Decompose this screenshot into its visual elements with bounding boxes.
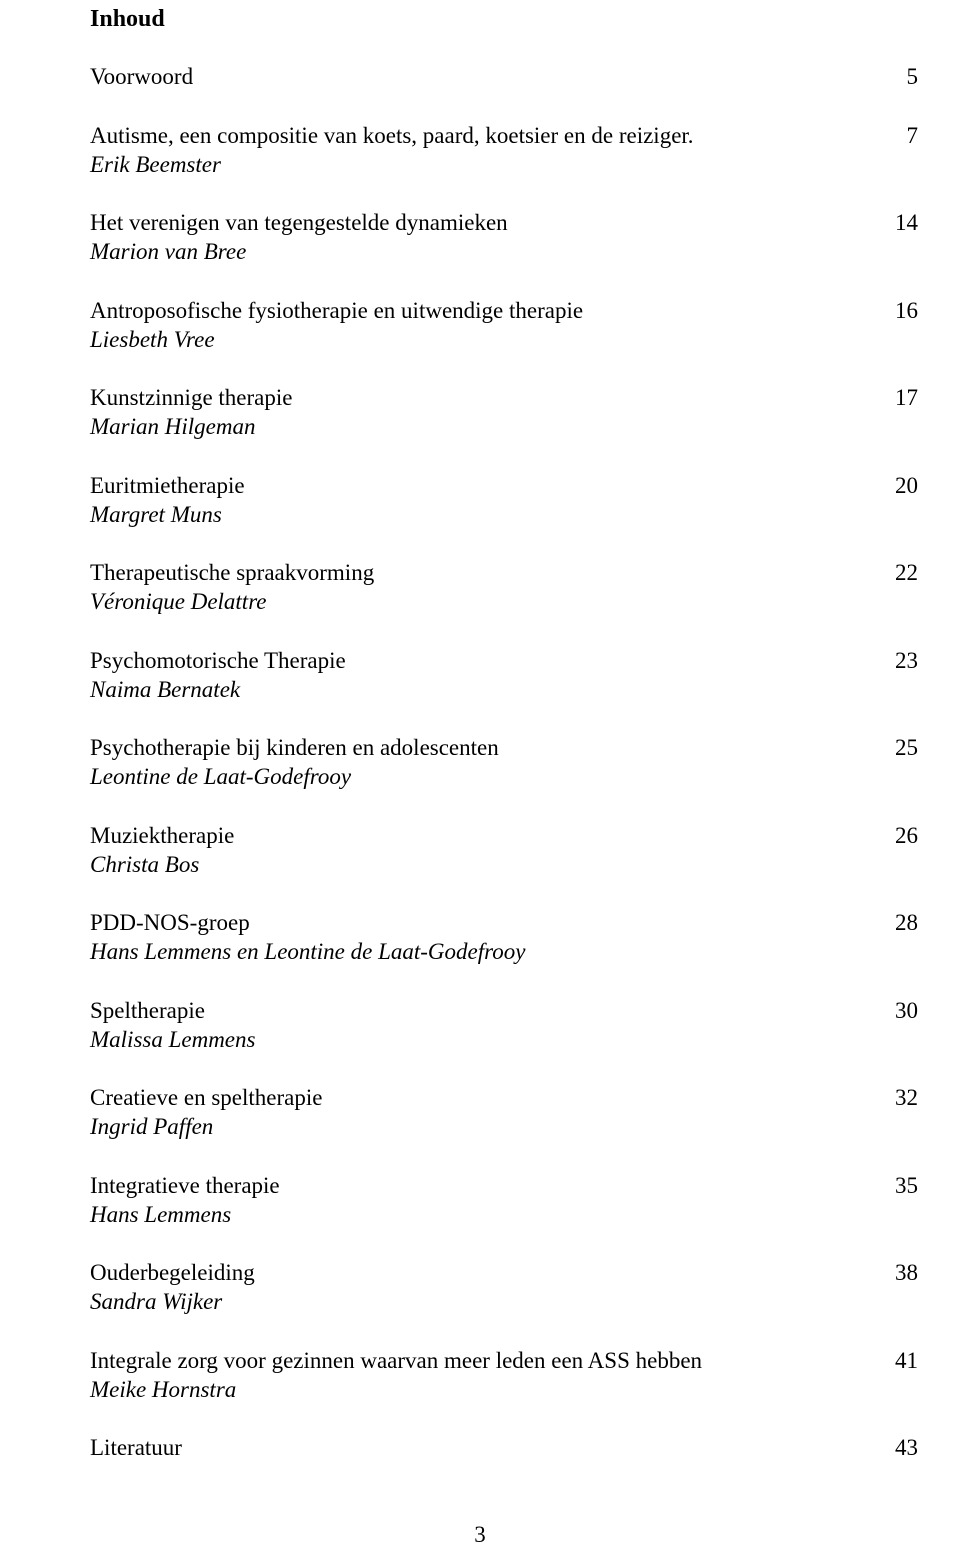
toc-entry-title: Antroposofische fysiotherapie en uitwend… <box>90 297 880 326</box>
toc-entry-title: Integrale zorg voor gezinnen waarvan mee… <box>90 1347 880 1376</box>
toc-entry: Antroposofische fysiotherapie en uitwend… <box>90 297 918 326</box>
toc-entry-page: 30 <box>880 997 918 1026</box>
toc-entry: Muziektherapie26 <box>90 822 918 851</box>
toc-entry-page: 22 <box>880 559 918 588</box>
toc-entry-page: 32 <box>880 1084 918 1113</box>
toc-entry-title: Psychomotorische Therapie <box>90 647 880 676</box>
toc-entry-author: Meike Hornstra <box>90 1376 918 1405</box>
toc-entry-page: 5 <box>880 63 918 92</box>
toc-entry-title: Creatieve en speltherapie <box>90 1084 880 1113</box>
toc-entry-page: 41 <box>880 1347 918 1376</box>
toc-entry-page: 16 <box>880 297 918 326</box>
toc-entry-author: Naima Bernatek <box>90 676 918 705</box>
toc-entry-page: 43 <box>880 1434 918 1463</box>
toc-heading: Inhoud <box>90 6 918 33</box>
toc-entry-title: Euritmietherapie <box>90 472 880 501</box>
toc-entry-author: Hans Lemmens en Leontine de Laat-Godefro… <box>90 938 918 967</box>
toc-entry-author: Ingrid Paffen <box>90 1113 918 1142</box>
toc-entry-author: Hans Lemmens <box>90 1201 918 1230</box>
toc-entry-title: Ouderbegeleiding <box>90 1259 880 1288</box>
toc-entry-author: Erik Beemster <box>90 151 918 180</box>
toc-entry: PDD-NOS-groep28 <box>90 909 918 938</box>
page-number: 3 <box>0 1522 960 1548</box>
toc-entry-author: Leontine de Laat-Godefrooy <box>90 763 918 792</box>
toc-entry-title: Literatuur <box>90 1434 880 1463</box>
toc-entry: Het verenigen van tegengestelde dynamiek… <box>90 209 918 238</box>
toc-entry-page: 20 <box>880 472 918 501</box>
toc-entry-title: Integratieve therapie <box>90 1172 880 1201</box>
toc-entry: Speltherapie30 <box>90 997 918 1026</box>
toc-entry-title: Voorwoord <box>90 63 880 92</box>
toc-entry-author: Malissa Lemmens <box>90 1026 918 1055</box>
toc-entry: Psychomotorische Therapie23 <box>90 647 918 676</box>
toc-entry: Euritmietherapie20 <box>90 472 918 501</box>
toc-entry: Psychotherapie bij kinderen en adolescen… <box>90 734 918 763</box>
toc-entry-title: Kunstzinnige therapie <box>90 384 880 413</box>
toc-entry-author: Véronique Delattre <box>90 588 918 617</box>
toc-entry-author: Christa Bos <box>90 851 918 880</box>
toc-entry: Voorwoord5 <box>90 63 918 92</box>
toc-list: Voorwoord5 Autisme, een compositie van ko… <box>90 63 918 1463</box>
toc-entry-page: 23 <box>880 647 918 676</box>
toc-entry-author: Margret Muns <box>90 501 918 530</box>
toc-entry-page: 26 <box>880 822 918 851</box>
toc-entry: Integrale zorg voor gezinnen waarvan mee… <box>90 1347 918 1376</box>
toc-entry-title: Muziektherapie <box>90 822 880 851</box>
document-page: Inhoud Voorwoord5 Autisme, een compositie… <box>0 0 960 1554</box>
toc-entry: Literatuur43 <box>90 1434 918 1463</box>
toc-entry-author: Marian Hilgeman <box>90 413 918 442</box>
toc-entry-title: PDD-NOS-groep <box>90 909 880 938</box>
toc-entry-page: 7 <box>880 122 918 151</box>
toc-entry-page: 38 <box>880 1259 918 1288</box>
toc-entry-title: Het verenigen van tegengestelde dynamiek… <box>90 209 880 238</box>
toc-entry-author: Liesbeth Vree <box>90 326 918 355</box>
toc-entry-page: 14 <box>880 209 918 238</box>
toc-entry-title: Autisme, een compositie van koets, paard… <box>90 122 880 151</box>
toc-entry-page: 17 <box>880 384 918 413</box>
toc-entry: Ouderbegeleiding38 <box>90 1259 918 1288</box>
toc-entry: Kunstzinnige therapie17 <box>90 384 918 413</box>
toc-entry: Therapeutische spraakvorming22 <box>90 559 918 588</box>
toc-entry-author: Marion van Bree <box>90 238 918 267</box>
toc-entry-page: 35 <box>880 1172 918 1201</box>
toc-entry-title: Therapeutische spraakvorming <box>90 559 880 588</box>
toc-entry-title: Speltherapie <box>90 997 880 1026</box>
toc-entry-author: Sandra Wijker <box>90 1288 918 1317</box>
toc-entry-page: 28 <box>880 909 918 938</box>
toc-entry: Autisme, een compositie van koets, paard… <box>90 122 918 151</box>
toc-entry: Integratieve therapie35 <box>90 1172 918 1201</box>
toc-entry-title: Psychotherapie bij kinderen en adolescen… <box>90 734 880 763</box>
toc-entry-page: 25 <box>880 734 918 763</box>
toc-entry: Creatieve en speltherapie32 <box>90 1084 918 1113</box>
